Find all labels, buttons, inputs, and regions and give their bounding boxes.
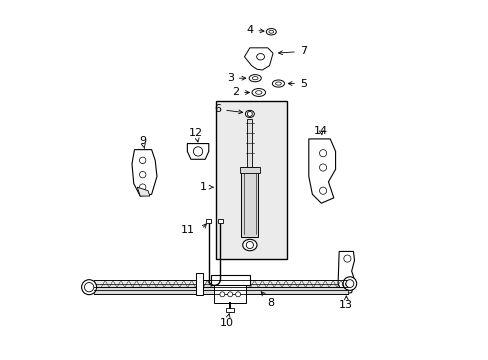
Circle shape — [319, 164, 326, 171]
Polygon shape — [187, 144, 208, 159]
Circle shape — [139, 171, 145, 178]
Ellipse shape — [268, 30, 273, 33]
Circle shape — [247, 111, 252, 116]
Bar — [216, 102, 287, 258]
Circle shape — [342, 280, 351, 289]
Text: 5: 5 — [287, 78, 306, 89]
Polygon shape — [337, 251, 354, 294]
Bar — [247, 119, 252, 167]
Circle shape — [345, 280, 353, 288]
Text: 1: 1 — [200, 182, 206, 192]
Ellipse shape — [266, 28, 276, 35]
Circle shape — [227, 292, 232, 297]
Circle shape — [343, 255, 350, 262]
Ellipse shape — [248, 75, 261, 82]
Circle shape — [319, 187, 326, 194]
Circle shape — [246, 242, 253, 249]
Ellipse shape — [245, 111, 254, 117]
Text: 9: 9 — [139, 136, 146, 148]
Text: 14: 14 — [314, 126, 328, 136]
Bar — [94, 280, 347, 287]
Circle shape — [139, 157, 145, 163]
Text: 10: 10 — [219, 314, 233, 328]
Bar — [217, 219, 222, 223]
Circle shape — [220, 292, 224, 297]
Bar — [210, 275, 249, 285]
Polygon shape — [137, 187, 149, 196]
Polygon shape — [132, 150, 157, 196]
Circle shape — [319, 150, 326, 157]
Ellipse shape — [251, 89, 265, 96]
Ellipse shape — [81, 280, 97, 295]
Bar — [94, 284, 347, 291]
Text: 2: 2 — [231, 87, 249, 98]
Circle shape — [193, 147, 203, 156]
Bar — [214, 285, 246, 303]
Bar — [241, 167, 258, 237]
Ellipse shape — [272, 80, 284, 87]
Ellipse shape — [252, 77, 258, 80]
Ellipse shape — [343, 277, 356, 291]
Ellipse shape — [255, 91, 262, 94]
Text: 11: 11 — [180, 225, 194, 235]
Polygon shape — [308, 139, 335, 203]
Bar — [225, 308, 234, 312]
Bar — [94, 287, 347, 294]
Bar — [240, 167, 259, 173]
Ellipse shape — [256, 54, 264, 60]
Text: 12: 12 — [189, 128, 203, 142]
Text: 3: 3 — [226, 73, 245, 83]
Text: 7: 7 — [278, 46, 306, 57]
Bar — [206, 219, 211, 223]
Ellipse shape — [275, 82, 281, 85]
Text: 4: 4 — [246, 25, 264, 35]
Text: 13: 13 — [339, 296, 353, 310]
Ellipse shape — [242, 239, 257, 251]
Text: 8: 8 — [261, 292, 274, 308]
Polygon shape — [244, 48, 272, 70]
Circle shape — [235, 292, 240, 297]
Bar — [196, 273, 203, 295]
Circle shape — [84, 283, 94, 292]
Text: 6: 6 — [214, 104, 242, 114]
Circle shape — [345, 283, 348, 286]
Circle shape — [139, 184, 145, 190]
